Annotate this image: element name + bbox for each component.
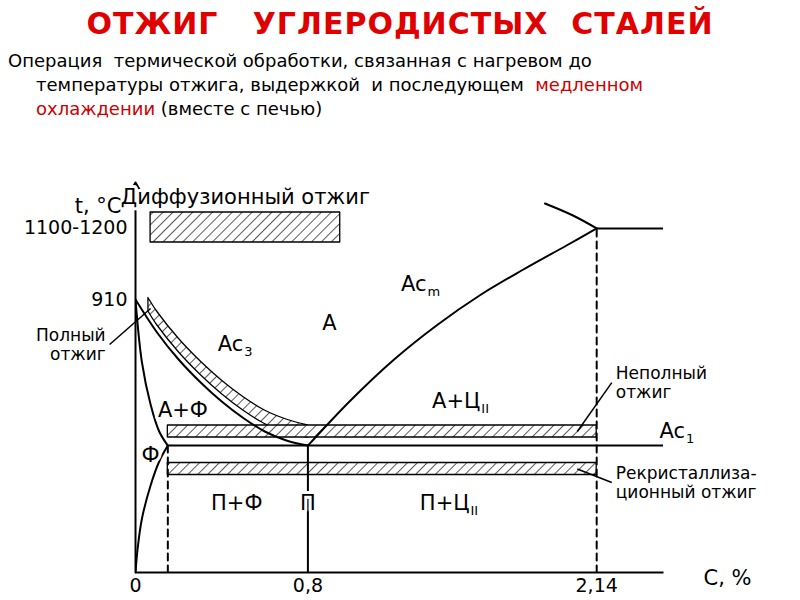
svg-text:Ac: Ac: [401, 272, 427, 296]
svg-text:910: 910: [91, 288, 127, 310]
svg-text:П: П: [300, 491, 316, 515]
svg-text:Рекристаллиза-ционный отжиг: Рекристаллиза-ционный отжиг: [616, 463, 757, 502]
svg-text:m: m: [427, 284, 440, 299]
svg-text:t, °C: t, °C: [75, 194, 122, 218]
svg-text:1: 1: [686, 431, 694, 446]
html-text:Операция термической обработки: Операция термической обработки, связанна…: [8, 50, 592, 71]
svg-text:Неполныйотжиг: Неполныйотжиг: [616, 363, 707, 402]
svg-text:Ac: Ac: [660, 419, 686, 443]
svg-text:Диффузионный отжиг: Диффузионный отжиг: [121, 185, 370, 209]
svg-text:П+Ц: П+Ц: [420, 491, 470, 515]
html-text:охлаждении (вместе с печью): охлаждении (вместе с печью): [36, 98, 323, 119]
svg-text:II: II: [471, 503, 479, 518]
svg-text:II: II: [481, 401, 489, 416]
html-text:ОТЖИГ УГЛЕРОДИСТЫХ СТАЛЕЙ: ОТЖИГ УГЛЕРОДИСТЫХ СТАЛЕЙ: [86, 6, 714, 41]
svg-text:А: А: [322, 311, 337, 335]
svg-text:Полныйотжиг: Полныйотжиг: [36, 325, 106, 364]
svg-text:А+Ц: А+Ц: [432, 389, 480, 413]
svg-text:3: 3: [244, 344, 252, 359]
svg-text:Ф: Ф: [142, 443, 160, 467]
svg-text:2,14: 2,14: [576, 574, 618, 596]
svg-text:Ac: Ac: [218, 332, 244, 356]
svg-text:C, %: C, %: [704, 566, 752, 590]
svg-text:1100-1200: 1100-1200: [24, 216, 128, 238]
svg-text:0,8: 0,8: [293, 574, 323, 596]
svg-text:П+Ф: П+Ф: [211, 491, 262, 515]
svg-text:А+Ф: А+Ф: [158, 398, 208, 422]
svg-text:0: 0: [129, 574, 141, 596]
html-text:температуры отжига, выдержкой: температуры отжига, выдержкой и последую…: [36, 74, 644, 95]
